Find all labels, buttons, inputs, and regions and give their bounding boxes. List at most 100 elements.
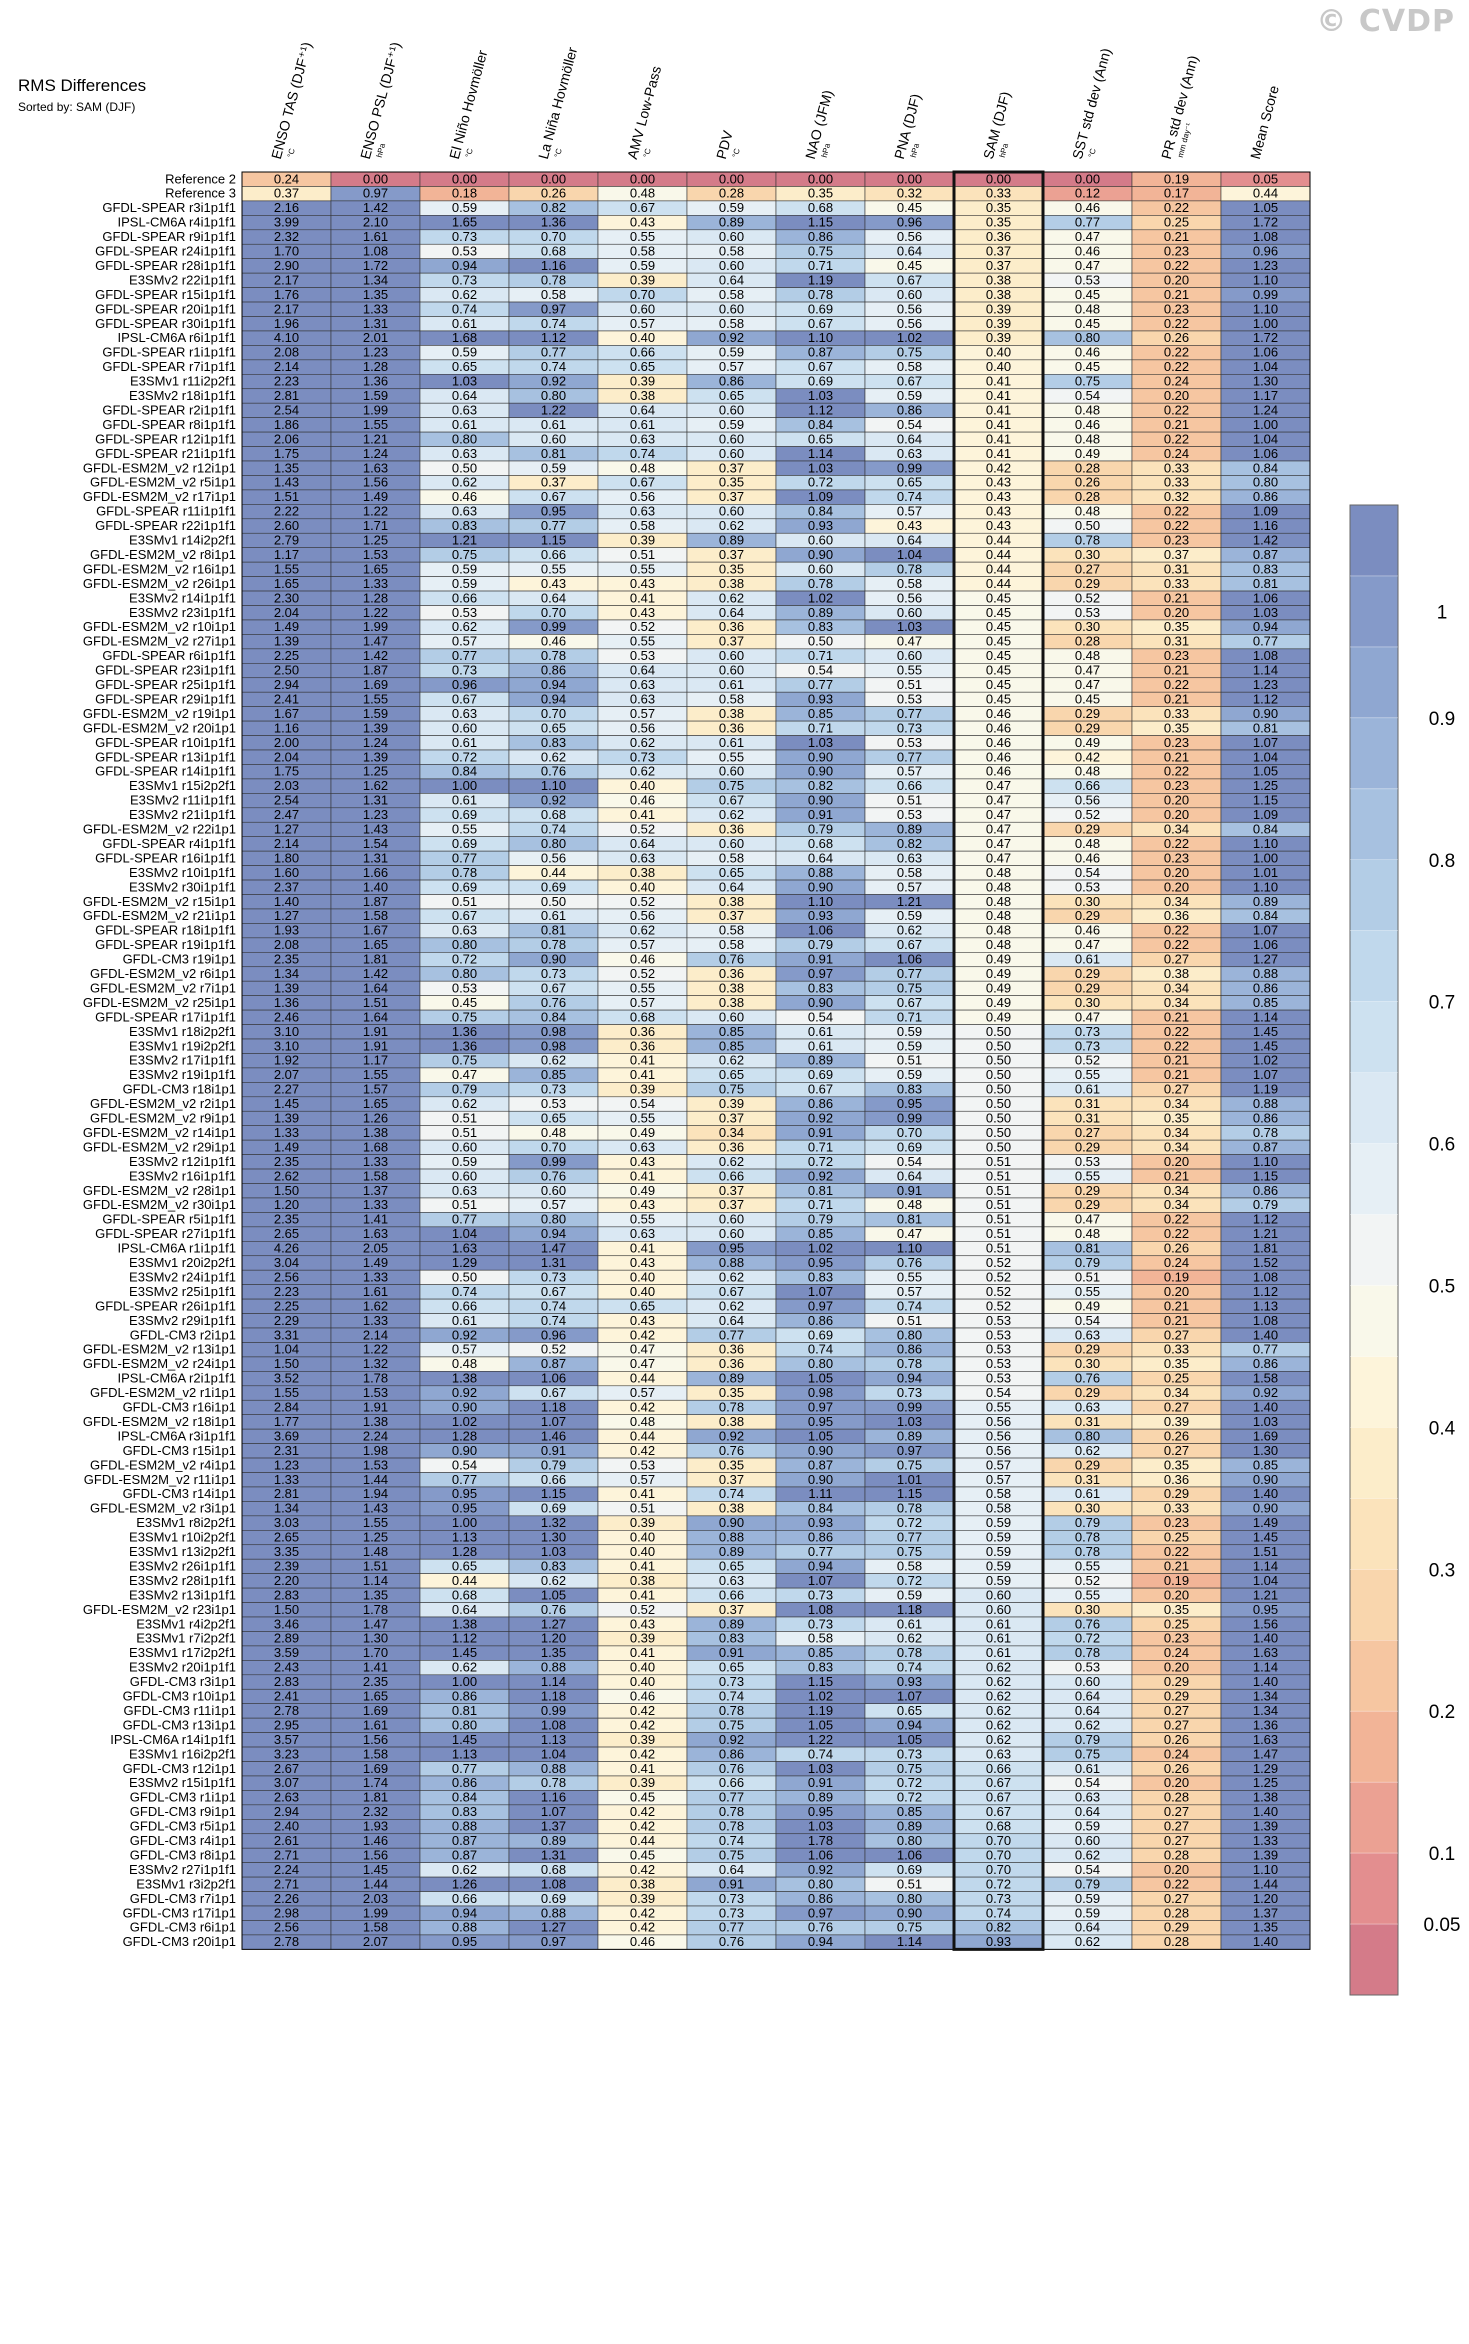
cell-value: 0.35 (1164, 619, 1189, 634)
cell-value: 0.97 (808, 1905, 833, 1920)
cell-value: 0.47 (1075, 677, 1100, 692)
cell-value: 1.16 (541, 1790, 566, 1805)
cell-value: 3.07 (274, 1775, 299, 1790)
row-label: E3SMv2 r18i1p1f1 (129, 388, 236, 403)
cell-value: 0.64 (719, 1862, 744, 1877)
cell-value: 0.43 (630, 1255, 655, 1270)
cell-value: 0.73 (541, 1082, 566, 1097)
cell-value: 0.71 (808, 720, 833, 735)
cell-value: 1.10 (1253, 1154, 1278, 1169)
cell-value: 0.17 (1164, 186, 1189, 201)
cell-value: 0.63 (630, 431, 655, 446)
cell-value: 0.30 (1075, 995, 1100, 1010)
cell-value: 0.62 (719, 1269, 744, 1284)
cell-value: 1.40 (1253, 1674, 1278, 1689)
cell-value: 0.57 (630, 1472, 655, 1487)
cell-value: 0.27 (1164, 1703, 1189, 1718)
cell-value: 1.34 (1253, 1689, 1278, 1704)
cell-value: 0.51 (986, 1197, 1011, 1212)
cell-value: 0.76 (719, 1761, 744, 1776)
row-label: GFDL-ESM2M_v2 r10i1p1 (83, 619, 236, 634)
cell-value: 0.83 (897, 1082, 922, 1097)
cell-value: 1.03 (897, 1414, 922, 1429)
cell-value: 0.35 (719, 475, 744, 490)
colorbar-swatch (1350, 1356, 1398, 1428)
cell-value: 0.80 (541, 836, 566, 851)
cell-value: 0.37 (719, 908, 744, 923)
cell-value: 1.15 (1253, 793, 1278, 808)
cell-value: 0.77 (452, 850, 477, 865)
row-label: GFDL-ESM2M_v2 r7i1p1 (90, 980, 236, 995)
cell-value: 1.27 (541, 1920, 566, 1935)
cell-value: 0.49 (1075, 446, 1100, 461)
cell-value: 0.59 (541, 460, 566, 475)
cell-value: 0.60 (986, 1602, 1011, 1617)
cell-value: 0.34 (1164, 894, 1189, 909)
cell-value: 0.50 (986, 1111, 1011, 1126)
cell-value: 2.56 (274, 1920, 299, 1935)
cell-value: 1.87 (363, 663, 388, 678)
cell-value: 0.51 (986, 1183, 1011, 1198)
cell-value: 0.42 (630, 1717, 655, 1732)
cell-value: 0.45 (986, 605, 1011, 620)
cell-value: 1.25 (363, 1530, 388, 1545)
cell-value: 0.63 (452, 504, 477, 519)
cell-value: 0.47 (986, 836, 1011, 851)
cell-value: 0.95 (452, 1486, 477, 1501)
cell-value: 0.50 (986, 1038, 1011, 1053)
cell-value: 1.51 (363, 1558, 388, 1573)
cell-value: 1.65 (274, 576, 299, 591)
cell-value: 1.14 (1253, 1009, 1278, 1024)
cell-value: 0.29 (1075, 1183, 1100, 1198)
cell-value: 1.21 (1253, 1587, 1278, 1602)
cell-value: 1.49 (363, 1255, 388, 1270)
cell-value: 1.40 (1253, 1934, 1278, 1949)
cell-value: 1.36 (452, 1024, 477, 1039)
cell-value: 0.97 (541, 301, 566, 316)
cell-value: 3.99 (274, 215, 299, 230)
cell-value: 0.86 (1253, 1356, 1278, 1371)
row-label: E3SMv2 r25i1p1f1 (129, 1284, 236, 1299)
row-label: GFDL-ESM2M_v2 r20i1p1 (83, 720, 236, 735)
cell-value: 0.66 (452, 1298, 477, 1313)
cell-value: 0.41 (630, 1241, 655, 1256)
cell-value: 0.64 (541, 590, 566, 605)
cell-value: 1.96 (274, 316, 299, 331)
cell-value: 0.55 (541, 561, 566, 576)
cell-value: 0.77 (452, 648, 477, 663)
cell-value: 1.37 (541, 1819, 566, 1834)
cell-value: 1.99 (363, 619, 388, 634)
row-label: E3SMv2 r21i1p1f1 (129, 807, 236, 822)
cell-value: 0.59 (1075, 1891, 1100, 1906)
cell-value: 0.55 (1075, 1067, 1100, 1082)
column-unit: °C (1087, 147, 1098, 158)
cell-value: 0.68 (808, 200, 833, 215)
cell-value: 0.95 (1253, 1602, 1278, 1617)
cell-value: 0.68 (986, 1819, 1011, 1834)
cell-value: 0.54 (1075, 865, 1100, 880)
cell-value: 0.37 (719, 1183, 744, 1198)
cell-value: 0.60 (897, 648, 922, 663)
row-label: GFDL-ESM2M_v2 r29i1p1 (83, 1139, 236, 1154)
cell-value: 0.87 (452, 1833, 477, 1848)
cell-value: 0.55 (1075, 1558, 1100, 1573)
cell-value: 0.48 (630, 186, 655, 201)
colorbar-swatch (1350, 1924, 1398, 1996)
cell-value: 0.47 (452, 1067, 477, 1082)
cell-value: 0.23 (1164, 850, 1189, 865)
cell-value: 1.71 (363, 518, 388, 533)
cell-value: 0.28 (1075, 460, 1100, 475)
cell-value: 0.53 (1075, 605, 1100, 620)
cell-value: 0.67 (541, 489, 566, 504)
cell-value: 0.77 (719, 1920, 744, 1935)
cell-value: 0.60 (452, 1168, 477, 1183)
cell-value: 0.81 (897, 1212, 922, 1227)
cell-value: 0.86 (897, 1342, 922, 1357)
cell-value: 0.83 (541, 1558, 566, 1573)
cell-value: 1.34 (274, 966, 299, 981)
cell-value: 0.22 (1164, 345, 1189, 360)
cell-value: 1.91 (363, 1038, 388, 1053)
cell-value: 1.80 (274, 850, 299, 865)
row-label: E3SMv1 r16i2p2f1 (129, 1746, 236, 1761)
cell-value: 0.31 (1075, 1096, 1100, 1111)
